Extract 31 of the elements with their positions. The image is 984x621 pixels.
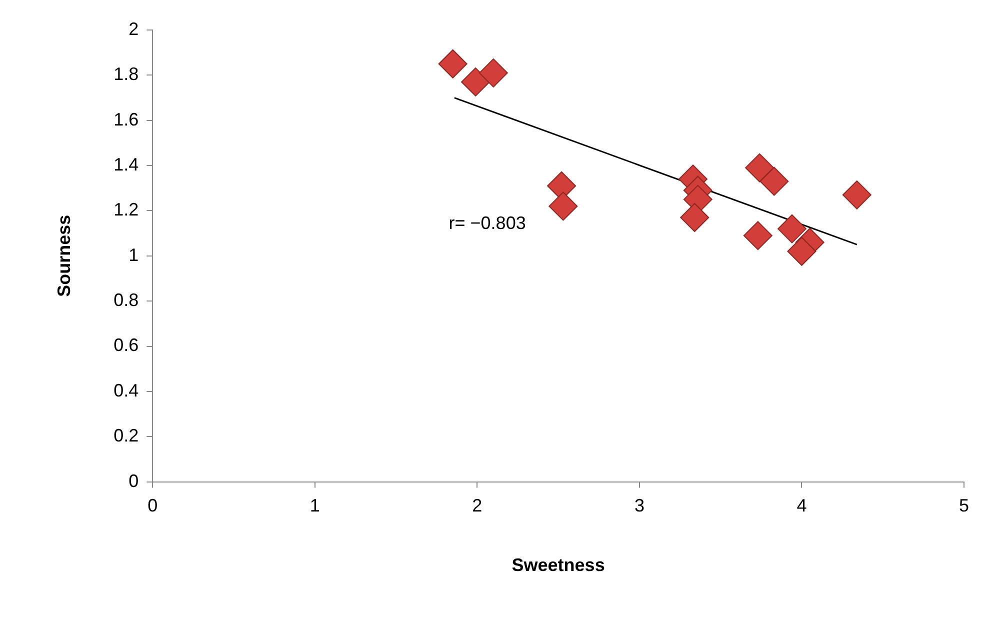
y-tick-label: 1.8	[114, 64, 139, 84]
y-tick-label: 0.2	[114, 426, 139, 446]
y-tick-label: 1.4	[114, 154, 139, 175]
x-tick-label: 3	[634, 496, 644, 516]
y-tick-label: 1.2	[114, 200, 139, 220]
x-tick-label: 2	[472, 496, 482, 516]
y-tick-label: 0	[128, 470, 139, 491]
y-tick-label: 1.6	[114, 109, 139, 130]
y-tick-label: 1	[128, 244, 139, 265]
y-axis-title: Sourness	[54, 214, 74, 297]
y-tick-label: 0.6	[114, 335, 139, 356]
point	[842, 180, 872, 210]
annotation: r= −0.803	[448, 213, 526, 234]
y-tick-label: 2	[128, 18, 139, 39]
point	[548, 192, 578, 221]
point	[680, 202, 710, 232]
x-axis-title: Sweetness	[512, 555, 605, 576]
x-tick-label: 1	[310, 496, 320, 516]
point	[760, 166, 789, 196]
point	[777, 214, 806, 244]
x-tick-label: 0	[148, 496, 158, 516]
point	[745, 153, 774, 182]
point	[478, 58, 508, 88]
point	[787, 236, 816, 266]
point	[743, 221, 772, 250]
x-tick-label: 5	[958, 496, 970, 516]
point	[461, 67, 490, 96]
y-tick-label: 0.8	[114, 290, 139, 310]
x-tick-label: 4	[796, 496, 807, 516]
y-tick-label: 0.4	[114, 380, 139, 400]
point	[438, 49, 468, 78]
